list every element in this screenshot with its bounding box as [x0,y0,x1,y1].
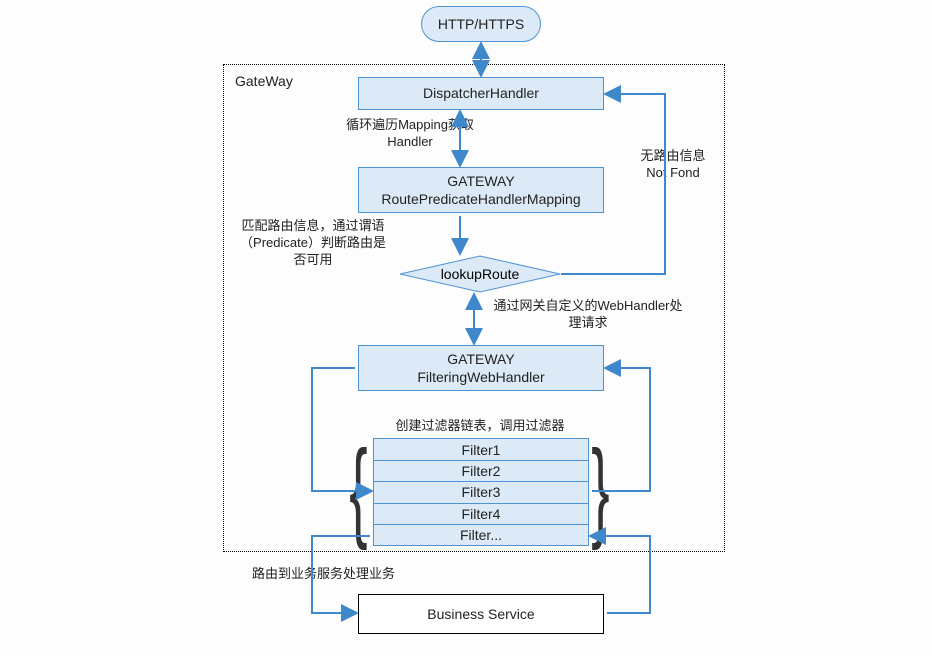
right-brace: } [591,435,609,545]
business-service-label: Business Service [427,605,534,623]
filtering-web-handler-node: GATEWAY FilteringWebHandler [358,345,604,391]
dispatcher-handler-label: DispatcherHandler [423,84,539,102]
filter-3: Filter3 [374,481,588,502]
route-business-label: 路由到业务服务处理业务 [252,566,422,583]
gateway-title: GateWay [235,72,293,90]
left-brace: { [349,435,367,545]
lookup-route-label: lookupRoute [441,266,520,282]
filter-1: Filter1 [374,439,588,460]
predicate-side-label: 匹配路由信息，通过谓语 （Predicate）判断路由是 否可用 [228,218,398,269]
filtering-line1: GATEWAY [447,350,514,368]
http-https-label: HTTP/HTTPS [438,15,524,33]
filter-chain-title: 创建过滤器链表，调用过滤器 [370,418,590,435]
webhandler-side-label: 通过网关自定义的WebHandler处 理请求 [478,298,698,332]
route-predicate-line2: RoutePredicateHandlerMapping [381,190,580,208]
dispatcher-handler-node: DispatcherHandler [358,77,604,110]
route-predicate-line1: GATEWAY [447,172,514,190]
filter-stack: Filter1 Filter2 Filter3 Filter4 Filter..… [373,438,589,546]
filter-2: Filter2 [374,460,588,481]
filter-5: Filter... [374,524,588,545]
http-https-node: HTTP/HTTPS [421,6,541,42]
filter-4: Filter4 [374,503,588,524]
lookup-route-node: lookupRoute [399,255,561,293]
route-predicate-node: GATEWAY RoutePredicateHandlerMapping [358,167,604,213]
filtering-line2: FilteringWebHandler [417,368,544,386]
not-found-label: 无路由信息 Not Fond [628,148,718,182]
mapping-loop-label: 循环遍历Mapping获取 Handler [325,117,495,151]
business-service-node: Business Service [358,594,604,634]
